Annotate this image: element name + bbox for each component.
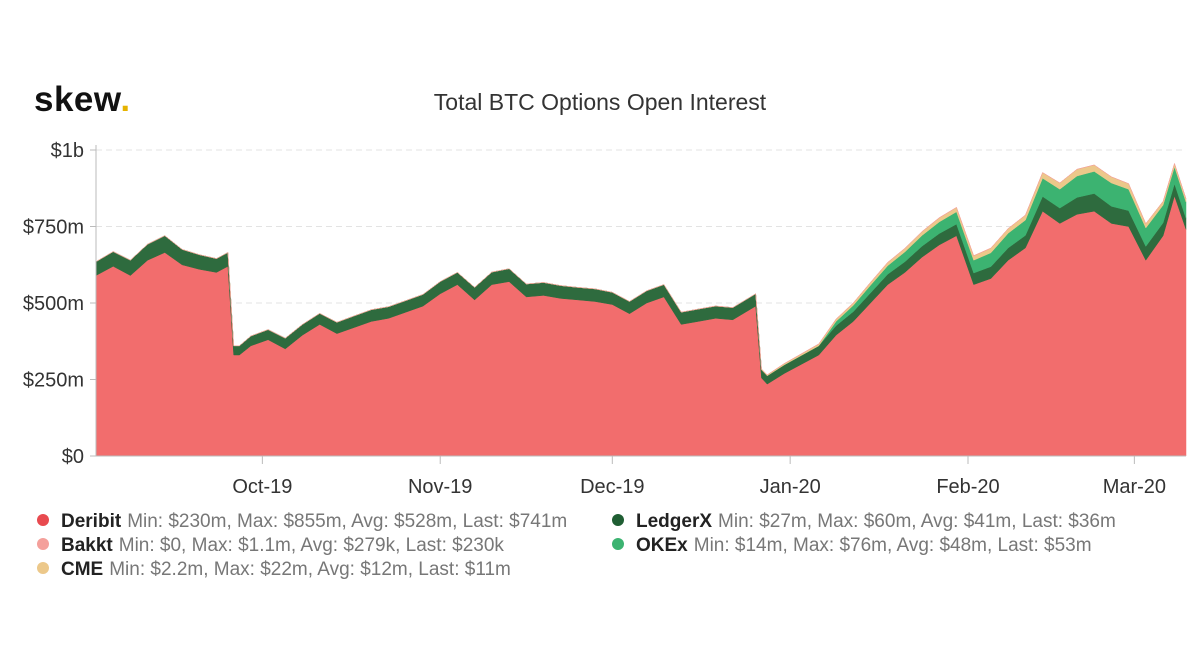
y-tick-label: $500m bbox=[23, 293, 84, 315]
x-tick-label: Jan-20 bbox=[760, 476, 821, 498]
legend-right: LedgerX Min: $27m, Max: $60m, Avg: $41m, … bbox=[612, 510, 1116, 558]
legend-dot-deribit bbox=[37, 513, 49, 526]
legend-name-okex: OKEx bbox=[636, 535, 688, 556]
y-tick-label: $0 bbox=[62, 446, 84, 468]
x-tick-label: Feb-20 bbox=[936, 476, 999, 498]
legend-name-cme: CME bbox=[61, 559, 104, 580]
y-tick-label: $1b bbox=[51, 140, 84, 162]
x-tick-label: Nov-19 bbox=[408, 476, 472, 498]
legend-left: Deribit Min: $230m, Max: $855m, Avg: $528… bbox=[37, 510, 567, 582]
y-tick-label: $750m bbox=[23, 217, 84, 239]
legend-item-okex[interactable]: OKEx Min: $14m, Max: $76m, Avg: $48m, Las… bbox=[612, 534, 1116, 558]
legend-dot-bakkt bbox=[37, 537, 49, 550]
logo-text: skew bbox=[34, 80, 121, 119]
legend-stats-okex: Min: $14m, Max: $76m, Avg: $48m, Last: $… bbox=[693, 535, 1092, 556]
area-bakkt bbox=[95, 162, 1187, 376]
skew-logo: skew. bbox=[34, 80, 131, 120]
legend-dot-okex bbox=[612, 537, 624, 550]
chart-svg: $0 $250m $500m $750m $1b Oct-19 Nov-19 Dec-19 Ja… bbox=[23, 140, 1187, 498]
chart-title: Total BTC Options Open Interest bbox=[433, 89, 767, 115]
y-tick-label: $250m bbox=[23, 370, 84, 392]
legend-name-bakkt: Bakkt bbox=[61, 535, 113, 556]
x-tick-label: Dec-19 bbox=[580, 476, 644, 498]
legend-name-ledgerx: LedgerX bbox=[636, 511, 713, 532]
legend-stats-cme: Min: $2.2m, Max: $22m, Avg: $12m, Last: … bbox=[109, 559, 511, 580]
legend-dot-ledgerx bbox=[612, 513, 624, 526]
legend-item-deribit[interactable]: Deribit Min: $230m, Max: $855m, Avg: $528… bbox=[37, 510, 567, 534]
x-tick-label: Mar-20 bbox=[1103, 476, 1166, 498]
x-tick-label: Oct-19 bbox=[232, 476, 292, 498]
legend-dot-cme bbox=[37, 561, 49, 574]
legend-stats-ledgerx: Min: $27m, Max: $60m, Avg: $41m, Last: $… bbox=[718, 511, 1116, 532]
legend-name-deribit: Deribit bbox=[61, 511, 122, 532]
legend-item-ledgerx[interactable]: LedgerX Min: $27m, Max: $60m, Avg: $41m, … bbox=[612, 510, 1116, 534]
logo-dot: . bbox=[120, 80, 131, 119]
legend-item-bakkt[interactable]: Bakkt Min: $0, Max: $1.1m, Avg: $279k, La… bbox=[37, 534, 567, 558]
legend-item-cme[interactable]: CME Min: $2.2m, Max: $22m, Avg: $12m, Las… bbox=[37, 558, 567, 582]
legend-stats-deribit: Min: $230m, Max: $855m, Avg: $528m, Last… bbox=[127, 511, 568, 532]
legend-stats-bakkt: Min: $0, Max: $1.1m, Avg: $279k, Last: $… bbox=[118, 535, 504, 556]
